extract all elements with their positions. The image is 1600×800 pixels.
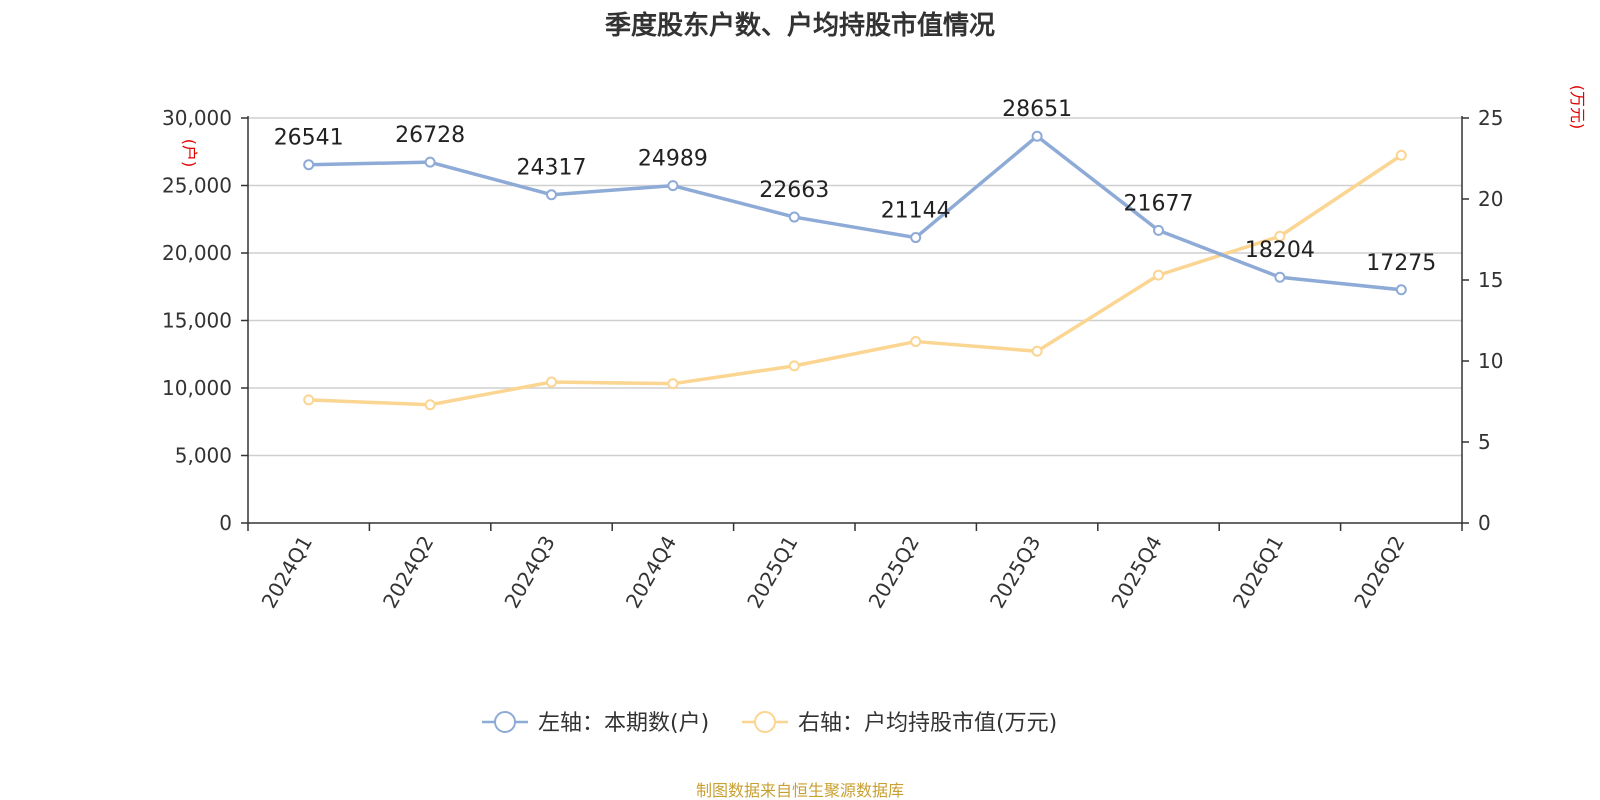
x-tick-label: 2025Q4 <box>1106 532 1166 613</box>
data-label: 24989 <box>638 147 708 172</box>
series-2-point <box>910 336 922 348</box>
chart-title: 季度股东户数、户均持股市值情况 <box>605 10 995 41</box>
x-tick-label: 2024Q1 <box>257 532 317 613</box>
left-tick-label: 30,000 <box>162 106 232 130</box>
legend-item-left-series[interactable]: 左轴：本期数(户) <box>482 711 709 736</box>
series-1-point <box>910 232 922 244</box>
left-tick-label: 5,000 <box>175 444 232 468</box>
right-tick-label: 20 <box>1478 187 1503 211</box>
x-tick-label: 2026Q2 <box>1349 532 1409 613</box>
legend-label: 右轴：户均持股市值(万元) <box>798 711 1057 736</box>
x-tick-label: 2024Q3 <box>499 532 559 613</box>
left-tick-label: 25,000 <box>162 174 232 198</box>
right-tick-label: 25 <box>1478 106 1503 130</box>
right-tick-label: 15 <box>1478 268 1503 292</box>
legend[interactable]: 左轴：本期数(户) 右轴：户均持股市值(万元) <box>482 711 1057 736</box>
series-group <box>303 130 1407 411</box>
series-1-point <box>1031 130 1043 142</box>
series-1-point <box>667 180 679 192</box>
series-2-point <box>303 394 315 406</box>
left-axis-unit: (户) <box>180 139 199 168</box>
x-tick-label: 2025Q3 <box>985 532 1045 613</box>
data-label: 22663 <box>759 178 829 203</box>
legend-marker-icon <box>754 711 776 733</box>
left-tick-label: 20,000 <box>162 241 232 265</box>
series-1-point <box>1274 271 1286 283</box>
series-1-point <box>424 156 436 168</box>
data-labels: 26541 26728 24317 24989 22663 21144 28651 21677… <box>274 97 1437 276</box>
data-label: 21144 <box>881 199 951 224</box>
series-2-point <box>1031 345 1043 357</box>
series-2-point <box>667 378 679 390</box>
series-1-point <box>1395 284 1407 296</box>
data-label: 17275 <box>1366 251 1436 276</box>
data-label: 24317 <box>517 156 587 181</box>
right-tick-label: 0 <box>1478 511 1491 535</box>
legend-item-right-series[interactable]: 右轴：户均持股市值(万元) <box>742 711 1057 736</box>
x-tick-label: 2024Q2 <box>378 532 438 613</box>
left-tick-label: 10,000 <box>162 376 232 400</box>
legend-label: 左轴：本期数(户) <box>538 711 709 736</box>
data-label: 21677 <box>1124 191 1194 216</box>
data-label: 18204 <box>1245 238 1315 263</box>
left-tick-label: 15,000 <box>162 309 232 333</box>
legend-marker-icon <box>494 711 516 733</box>
series-1-point <box>546 189 557 201</box>
series-2-point <box>1153 269 1164 281</box>
x-tick-label: 2026Q1 <box>1228 532 1288 613</box>
right-tick-label: 5 <box>1478 430 1491 454</box>
left-tick-label: 0 <box>219 511 232 535</box>
series-2-point <box>788 360 800 372</box>
series-2-point <box>1395 149 1407 161</box>
series-1-point <box>788 211 800 223</box>
source-note: 制图数据来自恒生聚源数据库 <box>696 781 904 800</box>
series-1-point <box>303 159 315 171</box>
right-tick-label: 10 <box>1478 349 1503 373</box>
x-tick-label: 2025Q2 <box>864 532 924 613</box>
series-2-point <box>546 376 557 388</box>
series-2-point <box>424 399 436 411</box>
right-axis-unit: (万元) <box>1568 85 1587 130</box>
series-line-2 <box>308 153 1403 407</box>
series-2-point <box>1274 230 1286 242</box>
x-tick-label: 2025Q1 <box>742 532 802 613</box>
data-label: 26728 <box>395 123 465 148</box>
data-label: 26541 <box>274 126 344 151</box>
grid-lines <box>248 117 1462 457</box>
data-label: 28651 <box>1002 97 1072 122</box>
series-line-1 <box>308 134 1402 292</box>
x-tick-label: 2024Q4 <box>621 532 681 613</box>
series-1-point <box>1153 224 1164 236</box>
